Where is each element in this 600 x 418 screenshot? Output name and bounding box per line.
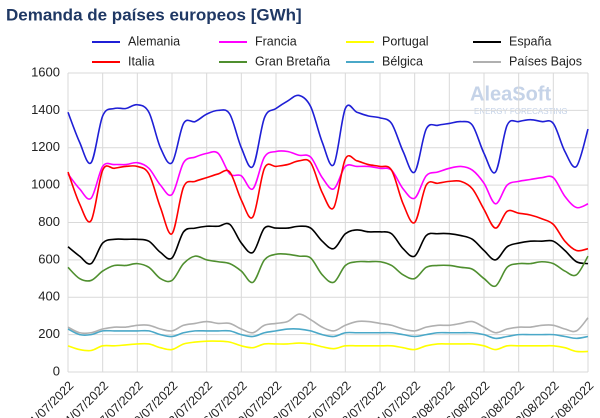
legend-label: Países Bajos <box>509 54 582 68</box>
legend-label: Alemania <box>128 34 180 48</box>
y-tick-label: 200 <box>38 326 60 341</box>
watermark: AleaSoft <box>470 83 551 105</box>
watermark: ENERGY FORECASTING <box>474 107 568 116</box>
y-tick-label: 800 <box>38 214 60 229</box>
y-tick-label: 1400 <box>31 102 60 117</box>
y-tick-label: 1000 <box>31 177 60 192</box>
series-line <box>67 155 589 252</box>
series-line <box>67 94 589 174</box>
series-line <box>67 222 589 265</box>
legend-label: Francia <box>255 34 297 48</box>
legend-label: Bélgica <box>382 54 423 68</box>
series-line <box>67 340 589 353</box>
y-tick-label: 600 <box>38 251 60 266</box>
y-tick-label: 1200 <box>31 139 60 154</box>
y-tick-label: 400 <box>38 289 60 304</box>
series-line <box>67 150 589 209</box>
legend-label: Italia <box>128 54 154 68</box>
legend-label: Gran Bretaña <box>255 54 330 68</box>
legend-label: España <box>509 34 551 48</box>
series-line <box>67 327 589 340</box>
chart-title: Demanda de países europeos [GWh] <box>6 5 302 24</box>
y-tick-label: 1600 <box>31 64 60 79</box>
series-line <box>67 252 589 288</box>
legend-label: Portugal <box>382 34 429 48</box>
y-tick-label: 0 <box>53 363 60 378</box>
series-line <box>67 313 589 335</box>
